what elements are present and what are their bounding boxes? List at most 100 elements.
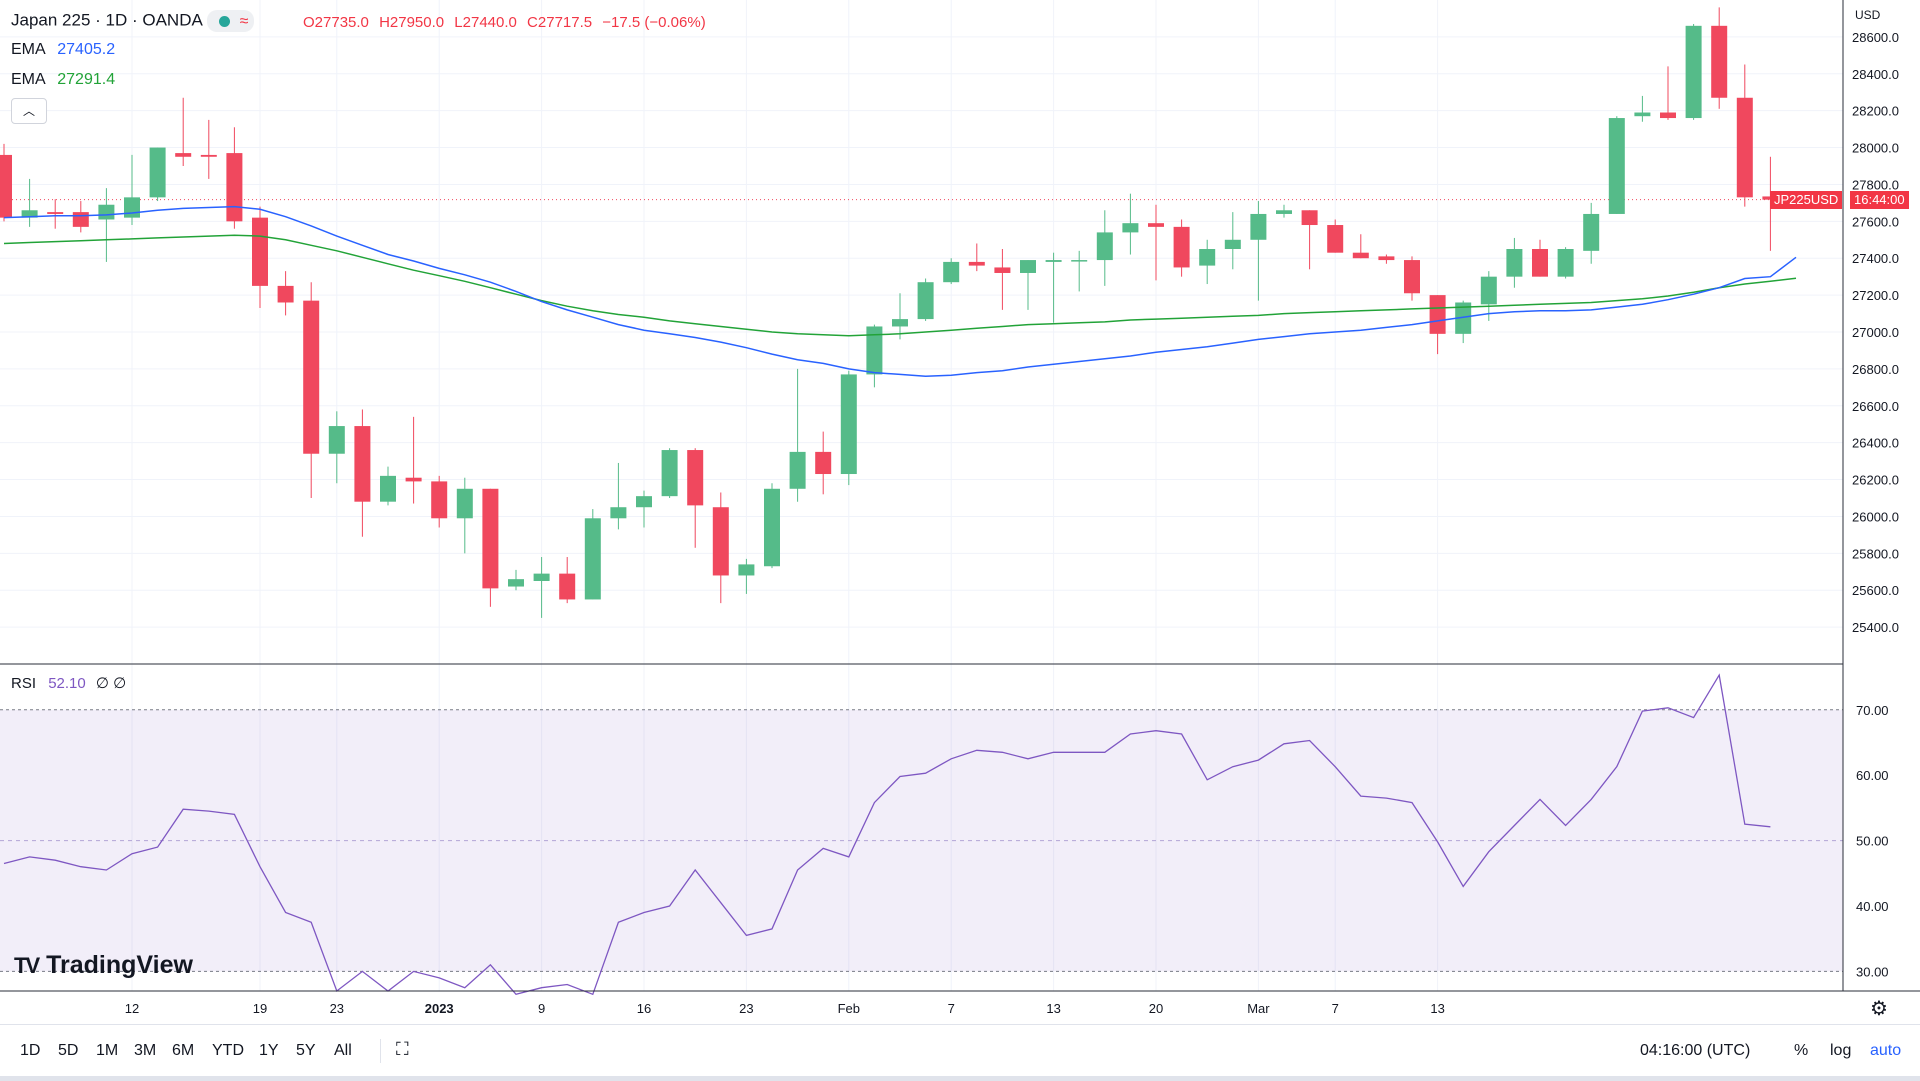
candle-body bbox=[175, 153, 192, 157]
candle-body bbox=[738, 564, 755, 576]
timeframe-1m[interactable]: 1M bbox=[96, 1042, 119, 1059]
tradingview-logo-text: TradingView bbox=[46, 951, 193, 979]
tradingview-logo[interactable]: TV TradingView bbox=[14, 951, 193, 980]
utc-clock[interactable]: 04:16:00 (UTC) bbox=[1640, 1042, 1751, 1059]
candle-body bbox=[482, 488, 499, 589]
time-tick-label: 19 bbox=[253, 1001, 267, 1016]
candle-body bbox=[1685, 25, 1702, 119]
candle-body bbox=[1711, 25, 1728, 98]
currency-label[interactable]: USD bbox=[1855, 8, 1881, 22]
candle-body bbox=[354, 426, 371, 502]
candle-body bbox=[559, 573, 576, 600]
timeframe-5y[interactable]: 5Y bbox=[296, 1042, 316, 1059]
price-tick-label: 28000.0 bbox=[1852, 141, 1899, 156]
rsi-axis-labels: 30.00 40.00 50.00 60.00 70.00 bbox=[1856, 703, 1889, 980]
candle-body bbox=[1660, 112, 1676, 119]
time-tick-label: 7 bbox=[948, 1001, 955, 1016]
candle-body bbox=[866, 326, 883, 375]
candle-body bbox=[1096, 232, 1113, 261]
bottom-strip bbox=[0, 1076, 1920, 1081]
indicator-status-dot bbox=[218, 16, 230, 28]
price-tick-label: 26200.0 bbox=[1852, 473, 1899, 488]
candle-body bbox=[1429, 295, 1446, 334]
candle-body bbox=[1583, 213, 1600, 251]
candle-body bbox=[815, 451, 832, 475]
candle-body bbox=[1173, 226, 1190, 268]
price-tick-label: 28200.0 bbox=[1852, 104, 1899, 119]
ema-slow-value: 27291.4 bbox=[57, 71, 116, 88]
candle-body bbox=[1455, 302, 1472, 334]
candle-body bbox=[917, 282, 934, 320]
timeframe-1d[interactable]: 1D bbox=[20, 1042, 41, 1059]
candle-body bbox=[661, 450, 678, 497]
price-tick-label: 27800.0 bbox=[1852, 177, 1899, 192]
chart-canvas[interactable]: 25400.0 25600.0 25800.0 26000.0 26200.0 26400… bbox=[0, 0, 1920, 1024]
candle-body bbox=[610, 507, 627, 519]
price-tick-label: 26000.0 bbox=[1852, 509, 1899, 524]
open-value: O27735.0 bbox=[303, 14, 369, 31]
candle-body bbox=[712, 507, 729, 576]
candle-body bbox=[508, 579, 524, 587]
candle-body bbox=[840, 374, 857, 475]
price-axis-labels: 25400.0 25600.0 25800.0 26000.0 26200.0 26400… bbox=[1852, 30, 1899, 635]
candle-body bbox=[1480, 276, 1497, 305]
rsi-tick-label: 60.00 bbox=[1856, 768, 1889, 783]
candle-body bbox=[47, 212, 64, 214]
candle-body bbox=[1736, 97, 1753, 198]
candle-body bbox=[303, 300, 320, 454]
candle-body bbox=[1199, 249, 1216, 266]
time-axis-labels: 12 19 23 2023 9 16 23 Feb 7 13 20 Mar 7 13 bbox=[125, 1001, 1445, 1016]
time-tick-label: 20 bbox=[1149, 1001, 1163, 1016]
timeframe-all[interactable]: All bbox=[334, 1042, 352, 1059]
candle-body bbox=[687, 450, 704, 506]
candle-body bbox=[584, 518, 601, 600]
rsi-extra: ∅ ∅ bbox=[95, 675, 127, 692]
toolbar-divider bbox=[380, 1039, 381, 1063]
ohlc-values: O27735.0 H27950.0 L27440.0 C27717.5 −17.… bbox=[303, 14, 706, 31]
rsi-legend[interactable]: RSI 52.10 ∅ ∅ bbox=[11, 674, 126, 692]
candle-body bbox=[277, 285, 294, 303]
candle-body bbox=[1045, 260, 1062, 262]
collapse-legend-button[interactable]: ︿ bbox=[11, 98, 47, 124]
price-tick-label: 26600.0 bbox=[1852, 399, 1899, 414]
ema-fast-line bbox=[3, 205, 1797, 378]
candle-body bbox=[124, 197, 140, 218]
price-tick-label: 27600.0 bbox=[1852, 214, 1899, 229]
rsi-value: 52.10 bbox=[48, 675, 86, 692]
symbol-title[interactable]: Japan 225 · 1D · OANDA bbox=[11, 10, 202, 30]
chart-legend: Japan 225 · 1D · OANDA ≈ bbox=[11, 10, 255, 32]
timeframe-6m[interactable]: 6M bbox=[172, 1042, 195, 1059]
timeframe-5d[interactable]: 5D bbox=[58, 1042, 79, 1059]
candle-body bbox=[1608, 118, 1625, 214]
ema-slow-legend[interactable]: EMA 27291.4 bbox=[11, 71, 115, 89]
chevron-up-icon: ︿ bbox=[22, 104, 35, 118]
time-tick-label: 2023 bbox=[425, 1001, 454, 1016]
percent-toggle[interactable]: % bbox=[1794, 1042, 1809, 1059]
wave-icon: ≈ bbox=[239, 13, 249, 30]
rsi-label: RSI bbox=[11, 675, 37, 692]
candle-body bbox=[636, 496, 652, 508]
gear-icon[interactable]: ⚙ bbox=[1870, 998, 1888, 1020]
timeframe-ytd[interactable]: YTD bbox=[212, 1042, 244, 1059]
rsi-tick-label: 40.00 bbox=[1856, 899, 1889, 914]
candle-body bbox=[1148, 223, 1164, 227]
ema-fast-value: 27405.2 bbox=[57, 41, 116, 58]
candle-body bbox=[1122, 223, 1139, 233]
rsi-line bbox=[3, 673, 1771, 996]
candle-body bbox=[1634, 112, 1651, 117]
timeframe-1y[interactable]: 1Y bbox=[259, 1042, 279, 1059]
candle-body bbox=[98, 204, 115, 220]
ema-slow-line bbox=[3, 234, 1797, 337]
ema-fast-legend[interactable]: EMA 27405.2 bbox=[11, 41, 115, 59]
price-tick-label: 25800.0 bbox=[1852, 546, 1899, 561]
status-pill[interactable]: ≈ bbox=[206, 10, 255, 32]
candle-body bbox=[72, 212, 89, 227]
candle-body bbox=[533, 573, 550, 581]
log-toggle[interactable]: log bbox=[1830, 1042, 1852, 1059]
calendar-range-icon[interactable]: ⛶ bbox=[396, 1039, 409, 1059]
candle-body bbox=[0, 154, 12, 218]
auto-toggle[interactable]: auto bbox=[1870, 1042, 1902, 1059]
candle-body bbox=[789, 451, 806, 489]
price-tick-label: 25400.0 bbox=[1852, 620, 1899, 635]
timeframe-3m[interactable]: 3M bbox=[134, 1042, 157, 1059]
